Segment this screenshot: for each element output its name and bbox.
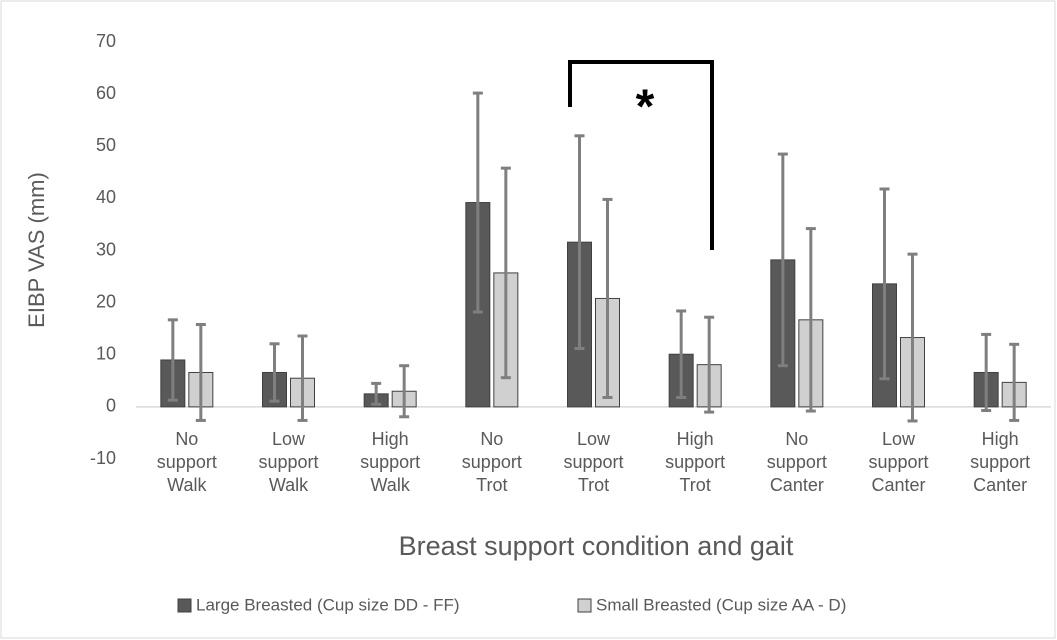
error-bar — [500, 166, 511, 380]
error-bar — [574, 134, 585, 350]
error-bar — [195, 323, 206, 422]
x-axis-title: Breast support condition and gait — [399, 531, 794, 561]
x-tick-label: Low support Canter — [868, 429, 929, 495]
y-tick-label: 0 — [106, 396, 116, 416]
y-tick-label: 60 — [96, 83, 116, 103]
significance-bracket — [568, 60, 714, 250]
error-bar — [676, 309, 687, 399]
x-tick-label: Low support Trot — [563, 429, 624, 495]
y-tick-label: 20 — [96, 291, 116, 311]
x-tick-label: No support Walk — [156, 429, 217, 495]
x-tick-label: No support Canter — [766, 429, 827, 495]
y-axis-title: EIBP VAS (mm) — [24, 172, 49, 328]
error-bar — [472, 91, 483, 314]
x-tick-label: High support Trot — [665, 429, 726, 495]
y-tick-label: 70 — [96, 31, 116, 51]
legend-swatch — [577, 598, 592, 613]
error-bar — [1009, 342, 1020, 422]
legend-swatch — [177, 598, 192, 613]
error-bar — [805, 227, 816, 413]
error-bar — [297, 334, 308, 422]
x-tick-label: High support Canter — [970, 429, 1031, 495]
x-tick-label: High support Walk — [360, 429, 421, 495]
error-bar — [269, 342, 280, 403]
error-bar — [704, 315, 715, 414]
error-bar — [602, 197, 613, 399]
error-bar — [879, 187, 890, 381]
y-tick-label: 10 — [96, 344, 116, 364]
error-bar — [371, 381, 382, 406]
error-bar — [399, 364, 410, 419]
y-tick-label: 30 — [96, 239, 116, 259]
x-tick-label: Low support Walk — [258, 429, 319, 495]
y-tick-label: 40 — [96, 187, 116, 207]
legend-label: Large Breasted (Cup size DD - FF) — [196, 595, 460, 614]
error-bar — [777, 152, 788, 368]
y-tick-label: 50 — [96, 135, 116, 155]
error-bar — [907, 252, 918, 423]
x-tick-label: No support Trot — [461, 429, 522, 495]
error-bar — [167, 318, 178, 402]
legend-label: Small Breasted (Cup size AA - D) — [596, 595, 846, 614]
y-tick-label: -10 — [90, 448, 116, 468]
error-bar — [981, 332, 992, 413]
significance-star: * — [636, 81, 655, 134]
